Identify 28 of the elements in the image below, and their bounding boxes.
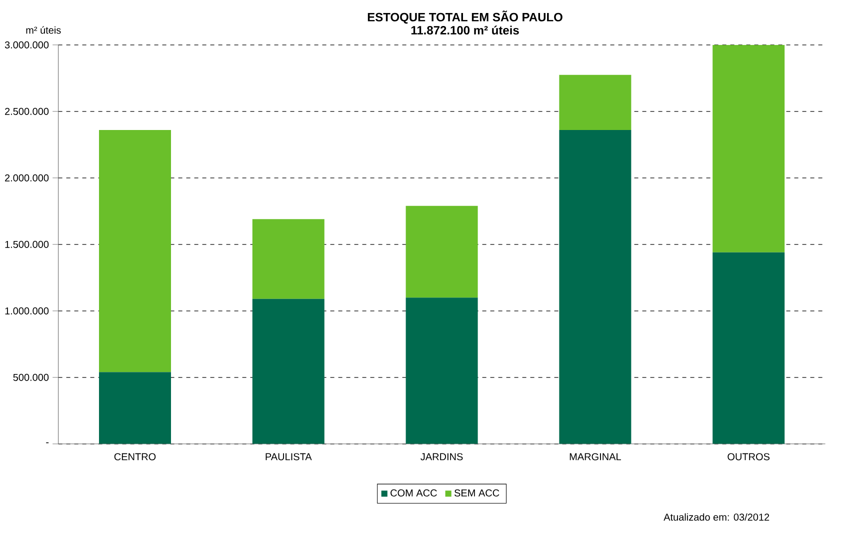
bar bbox=[559, 74, 632, 130]
bar bbox=[252, 219, 324, 299]
y-tick-label: 1.000.000 bbox=[5, 307, 49, 314]
y-tick-label: 1.500.000 bbox=[5, 240, 49, 248]
chart-title: ESTOQUE TOTAL EM SÃO PAULO bbox=[368, 10, 562, 24]
chart-subtitle: 11.872.100 m² úteis bbox=[411, 26, 519, 35]
x-tick-label: MARGINAL bbox=[570, 453, 621, 460]
x-tick-label: CENTRO bbox=[114, 453, 156, 460]
bar bbox=[406, 206, 478, 298]
y-tick-label: 2.500.000 bbox=[5, 108, 49, 115]
y-tick-label: 2.000.000 bbox=[5, 174, 49, 182]
bar bbox=[406, 298, 478, 444]
y-tick-label: 500.000 bbox=[13, 374, 49, 381]
x-tick-label: OUTROS bbox=[728, 453, 770, 460]
bar bbox=[712, 44, 785, 252]
bar bbox=[98, 372, 171, 444]
text: Atualizado em: 03/2012 bbox=[664, 513, 770, 521]
y-axis-title: m² úteis bbox=[26, 26, 61, 34]
bar bbox=[559, 130, 632, 444]
bar bbox=[252, 298, 324, 444]
legend-label: COM ACC bbox=[390, 489, 437, 496]
x-tick-label: PAULISTA bbox=[266, 453, 312, 460]
bar bbox=[712, 252, 785, 444]
y-tick-label: - bbox=[46, 442, 49, 444]
y-tick-label: 3.000.000 bbox=[4, 41, 49, 48]
legend-label: SEM ACC bbox=[454, 489, 500, 496]
bar bbox=[98, 130, 171, 372]
x-tick-label: JARDINS bbox=[420, 453, 463, 460]
